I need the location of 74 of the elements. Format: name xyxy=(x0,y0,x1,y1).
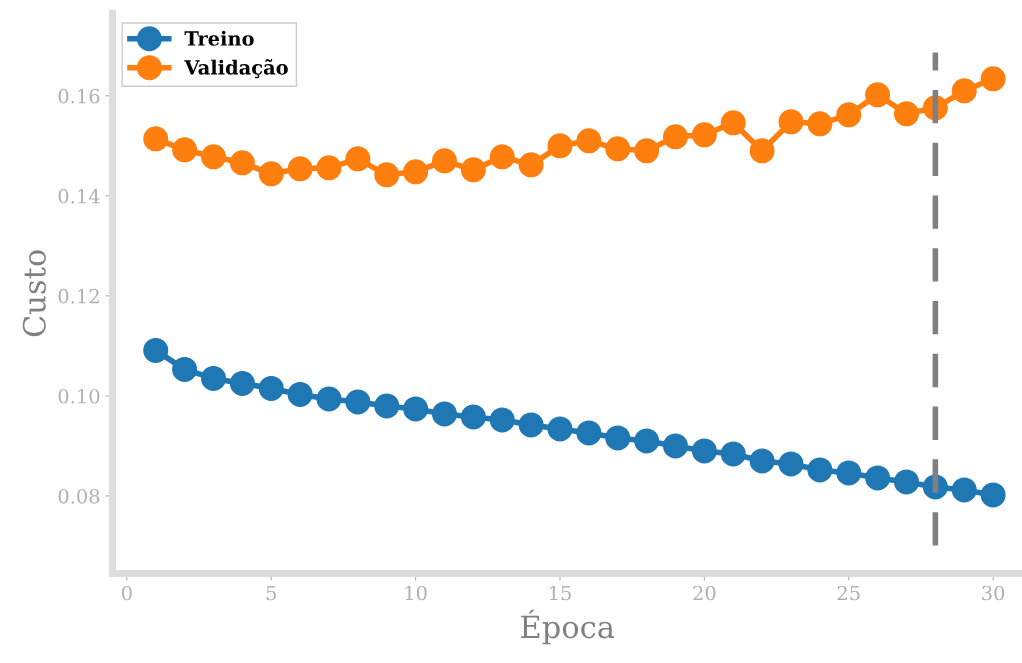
point xyxy=(200,144,226,170)
point xyxy=(662,433,688,459)
point xyxy=(547,133,573,159)
point xyxy=(576,420,602,446)
x-tick-label: 25 xyxy=(837,585,860,601)
point xyxy=(634,428,660,454)
point xyxy=(403,159,429,185)
point xyxy=(980,482,1006,508)
x-tick-label: 20 xyxy=(693,585,716,601)
y-axis-title: Custo xyxy=(22,250,46,337)
y-tick-label: 0.16 xyxy=(58,88,100,104)
point xyxy=(720,110,746,136)
point xyxy=(229,150,255,176)
point xyxy=(662,124,688,150)
point xyxy=(374,393,400,419)
point xyxy=(807,111,833,137)
legend-label: Validação xyxy=(184,59,288,79)
y-tick-label: 0.12 xyxy=(58,288,99,304)
x-tick-label: 10 xyxy=(405,585,427,601)
point xyxy=(951,78,977,104)
point xyxy=(143,126,169,152)
point xyxy=(778,109,804,135)
legend-label: Treino xyxy=(184,30,254,46)
point xyxy=(172,137,198,163)
point xyxy=(576,128,602,154)
point xyxy=(460,404,486,430)
point xyxy=(431,148,457,174)
point xyxy=(258,375,284,401)
y-tick-label: 0.14 xyxy=(58,188,100,204)
point xyxy=(143,337,169,363)
point xyxy=(287,156,313,182)
point xyxy=(489,407,515,433)
point xyxy=(518,412,544,438)
point xyxy=(836,102,862,128)
point xyxy=(605,425,631,451)
point xyxy=(893,469,919,495)
point xyxy=(749,138,775,164)
y-tick-label: 0.10 xyxy=(58,388,100,404)
point xyxy=(316,386,342,412)
point xyxy=(605,136,631,162)
point xyxy=(836,460,862,486)
point xyxy=(431,401,457,427)
point xyxy=(403,396,429,422)
point xyxy=(691,122,717,148)
point xyxy=(749,448,775,474)
point xyxy=(893,101,919,127)
point xyxy=(287,381,313,407)
x-tick-label: 30 xyxy=(982,585,1005,601)
point xyxy=(489,144,515,170)
point xyxy=(200,365,226,391)
point xyxy=(865,82,891,108)
point xyxy=(460,157,486,183)
point xyxy=(374,162,400,188)
point xyxy=(258,161,284,187)
point xyxy=(345,146,371,172)
point xyxy=(316,155,342,181)
point xyxy=(980,66,1006,92)
x-axis-title: Época xyxy=(521,609,615,645)
x-tick-label: 5 xyxy=(266,585,276,601)
y-tick-label: 0.08 xyxy=(58,488,100,504)
x-tick-label: 15 xyxy=(549,585,571,601)
point xyxy=(778,451,804,477)
point xyxy=(691,438,717,464)
point xyxy=(345,389,371,415)
x-tick-label: 0 xyxy=(121,585,132,601)
point xyxy=(720,441,746,467)
point xyxy=(807,457,833,483)
point xyxy=(951,477,977,503)
point xyxy=(229,370,255,396)
point xyxy=(547,416,573,442)
point xyxy=(518,152,544,178)
point xyxy=(865,465,891,491)
point xyxy=(634,138,660,164)
point xyxy=(172,356,198,382)
